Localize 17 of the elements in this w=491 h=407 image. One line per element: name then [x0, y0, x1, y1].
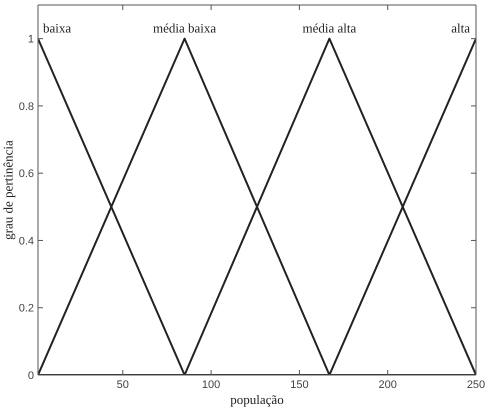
y-tick-label: 1	[28, 33, 34, 46]
series-label: média alta	[302, 20, 357, 36]
series-label: baixa	[43, 20, 72, 36]
x-axis-title: população	[230, 392, 284, 407]
y-axis-title: grau de pertinência	[0, 140, 16, 240]
x-tick-label: 250	[466, 378, 486, 391]
y-tick-label: 0.4	[18, 235, 34, 248]
x-tick-label: 200	[378, 378, 397, 391]
series-label: média baixa	[153, 20, 216, 36]
y-tick-label: 0.6	[18, 168, 34, 180]
y-tick-label: 0.2	[18, 302, 34, 315]
y-tick-label: 0.8	[18, 100, 34, 113]
series-label: alta	[451, 20, 470, 36]
x-tick-label: 150	[290, 378, 309, 391]
y-tick-label: 0	[28, 370, 34, 382]
x-tick-label: 100	[202, 378, 220, 391]
x-tick-label: 50	[116, 378, 129, 391]
